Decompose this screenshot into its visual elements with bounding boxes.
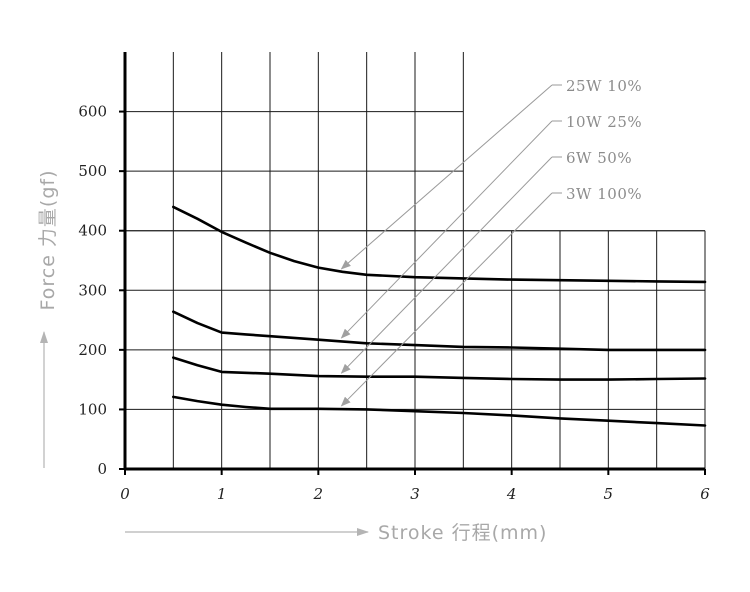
y-tick-label-400: 400 [78,222,107,240]
y-tick-label-200: 200 [78,341,107,359]
series-curves [172,205,707,427]
x-axis-title: Stroke 行程(mm) [378,522,547,544]
x-tick-label-1: 1 [217,485,227,503]
x-tick-label-6: 6 [700,485,710,503]
y-tick-label-100: 100 [78,400,107,418]
y-tick-label-0: 0 [97,460,107,478]
series-line-1 [172,205,707,284]
y-tick-label-300: 300 [78,281,107,299]
legend-label-1: 25W 10% [566,77,642,95]
legend-label-3: 6W 50% [566,149,632,167]
x-tick-label-4: 4 [506,485,517,503]
legend-arrow-2 [340,120,553,339]
series-line-2 [172,310,707,352]
legend-arrow-1 [340,84,553,270]
axis-titles: Force 力量(gf) Stroke 行程(mm) [37,169,547,544]
series-line-4 [172,395,707,427]
y-axis-title: Force 力量(gf) [37,169,59,310]
x-tick-label-2: 2 [313,485,324,503]
x-tick-label-5: 5 [604,485,614,503]
legend-arrow-4 [340,192,553,407]
legend: 25W 10% 10W 25% 6W 50% 3W 100% [340,77,642,407]
tick-labels: 0 100 200 300 400 500 600 0 1 2 3 4 5 6 [78,103,710,503]
legend-label-2: 10W 25% [566,113,642,131]
legend-label-4: 3W 100% [566,185,642,203]
series-line-3 [172,356,707,381]
y-tick-label-500: 500 [78,162,107,180]
x-tick-label-0: 0 [120,485,130,503]
x-tick-label-3: 3 [410,485,420,503]
legend-arrow-3 [340,156,553,374]
y-tick-label-600: 600 [78,103,107,121]
